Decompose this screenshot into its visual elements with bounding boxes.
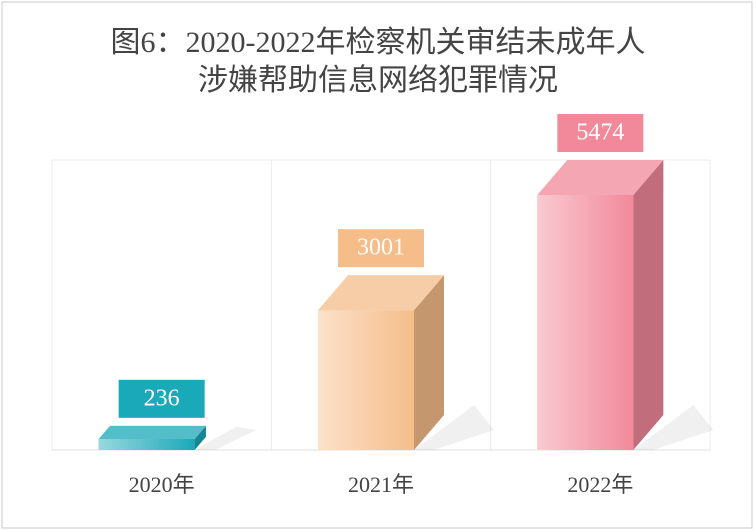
bar-side	[194, 425, 206, 450]
bar-top-light	[98, 425, 206, 440]
bar-highlight	[318, 310, 414, 450]
value-label: 236	[144, 385, 180, 411]
bar-highlight	[98, 439, 195, 450]
bar-side-shade	[633, 160, 664, 450]
x-tick-label: 2020年	[129, 472, 195, 497]
bar-top	[318, 275, 444, 311]
chart-title: 图6：2020-2022年检察机关审结未成年人	[111, 26, 646, 59]
bar-highlight	[537, 195, 634, 450]
bar-top-light	[318, 275, 444, 311]
bar-side-shade	[414, 275, 444, 450]
bar-side-shade	[194, 425, 206, 450]
bar-shadow	[414, 405, 494, 450]
bar-side	[414, 275, 444, 450]
bar-top-light	[537, 160, 664, 195]
bar-shadow	[194, 426, 256, 450]
value-label-box	[557, 114, 644, 152]
value-label: 3001	[357, 235, 405, 261]
x-tick-label: 2021年	[348, 472, 414, 497]
chart-title: 涉嫌帮助信息网络犯罪情况	[198, 64, 558, 97]
value-label: 5474	[576, 120, 624, 146]
bar-top	[537, 160, 664, 195]
x-tick-label: 2022年	[567, 472, 633, 497]
value-label-box	[338, 229, 424, 268]
bar-top	[98, 425, 206, 440]
value-label-box	[118, 379, 205, 418]
bar-side	[633, 160, 664, 450]
bar-shadow	[633, 405, 714, 450]
